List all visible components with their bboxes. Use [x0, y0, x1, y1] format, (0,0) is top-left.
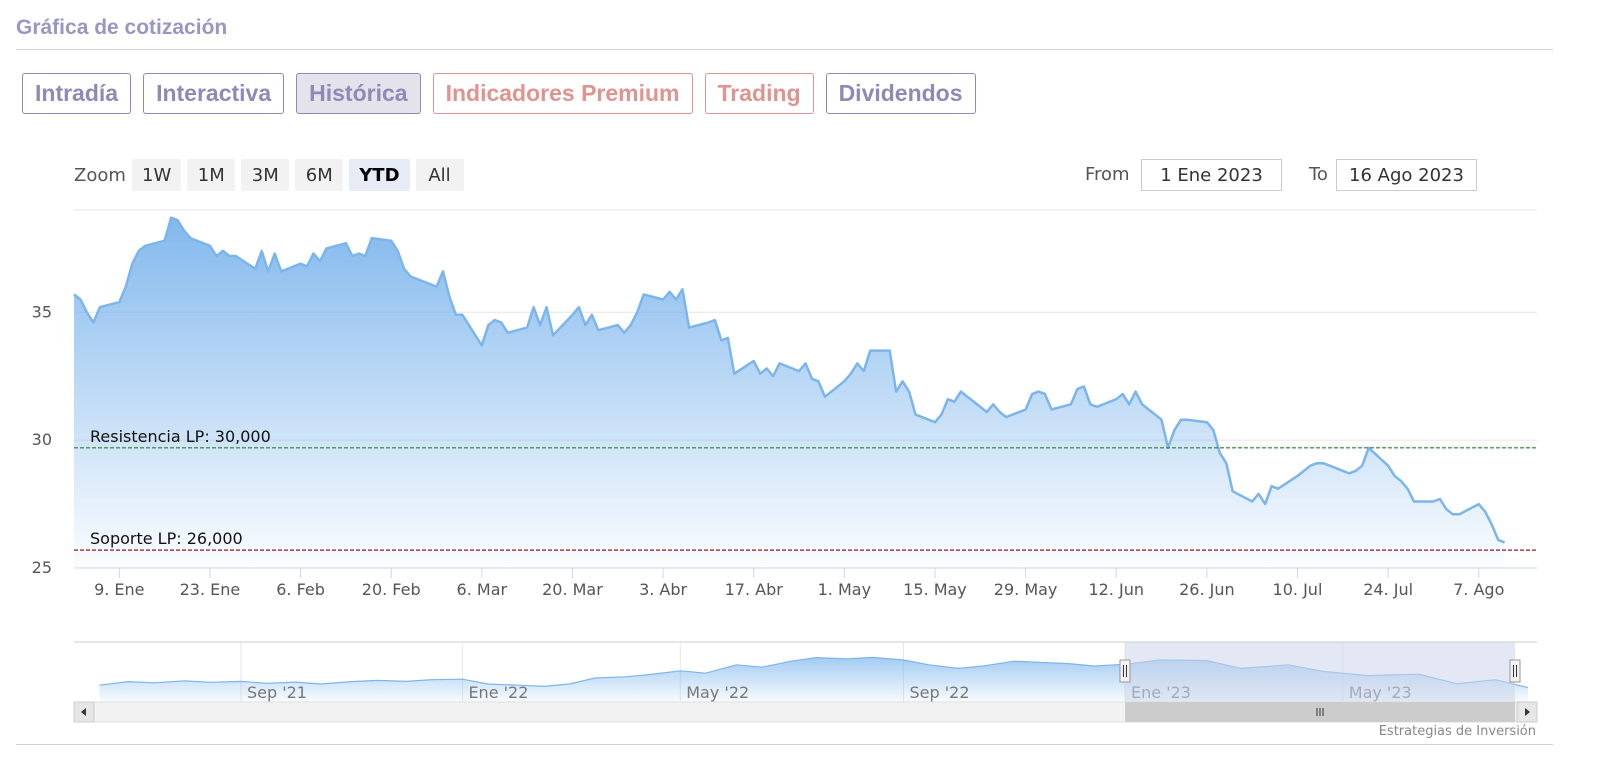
zoom-all-button[interactable]: All: [415, 159, 464, 191]
section-title: Gráfica de cotización: [16, 16, 228, 39]
price-area: [74, 217, 1505, 568]
tab-intradia[interactable]: Intradía: [22, 73, 132, 114]
support-label: Soporte LP: 26,000: [90, 529, 243, 548]
tab-historica[interactable]: Histórica: [296, 73, 421, 114]
range-from-label: From: [1085, 164, 1130, 185]
x-tick-label: 17. Abr: [725, 580, 784, 599]
navigator-right-handle[interactable]: [1509, 659, 1521, 683]
y-tick-label: 30: [32, 430, 52, 449]
x-tick-label: 1. May: [818, 580, 871, 599]
x-tick-label: 6. Mar: [457, 580, 508, 599]
zoom-label: Zoom: [74, 165, 126, 186]
scrollbar-thumb[interactable]: [1124, 702, 1515, 722]
scrollbar-left-button[interactable]: [73, 701, 95, 723]
range-from-input[interactable]: 1 Ene 2023: [1141, 159, 1282, 191]
x-tick-label: 15. May: [903, 580, 967, 599]
range-to-label: To: [1309, 164, 1328, 185]
x-tick-label: 20. Mar: [542, 580, 603, 599]
resistance-label: Resistencia LP: 30,000: [90, 427, 271, 446]
zoom-1w-button[interactable]: 1W: [132, 159, 182, 191]
zoom-1m-button[interactable]: 1M: [187, 159, 236, 191]
y-tick-label: 25: [32, 558, 52, 577]
x-tick-label: 3. Abr: [639, 580, 687, 599]
y-tick-label: 35: [32, 302, 52, 321]
x-tick-label: 29. May: [994, 580, 1058, 599]
tab-indicadores-premium[interactable]: Indicadores Premium: [432, 73, 693, 114]
x-tick-label: 10. Jul: [1273, 580, 1323, 599]
zoom-ytd-button[interactable]: YTD: [349, 159, 410, 191]
navigator-left-handle[interactable]: [1119, 659, 1131, 683]
navigator-tick-label: Ene '22: [468, 683, 528, 702]
zoom-buttons: 1W 1M 3M 6M YTD All: [132, 159, 464, 191]
x-tick-label: 20. Feb: [362, 580, 421, 599]
zoom-6m-button[interactable]: 6M: [295, 159, 344, 191]
x-tick-label: 6. Feb: [276, 580, 325, 599]
handle-body: [1119, 659, 1131, 683]
x-tick-label: 26. Jun: [1179, 580, 1235, 599]
x-tick-label: 9. Ene: [94, 580, 144, 599]
x-tick-label: 24. Jul: [1363, 580, 1413, 599]
navigator-tick-label: Sep '21: [247, 683, 307, 702]
x-tick-label: 23. Ene: [180, 580, 241, 599]
range-to-input[interactable]: 16 Ago 2023: [1336, 159, 1477, 191]
zoom-3m-button[interactable]: 3M: [241, 159, 290, 191]
bottom-divider: [16, 744, 1553, 745]
chevron-right-icon: [1525, 708, 1530, 716]
x-tick-label: 7. Ago: [1453, 580, 1504, 599]
handle-body: [1509, 659, 1521, 683]
navigator-selection[interactable]: [1124, 642, 1515, 702]
price-line: [73, 216, 1506, 544]
tab-dividendos[interactable]: Dividendos: [825, 73, 976, 114]
chart-credits[interactable]: Estrategias de Inversión: [1378, 724, 1536, 739]
scrollbar-right-button[interactable]: [1516, 701, 1538, 723]
chevron-left-icon: [81, 708, 86, 716]
tab-trading[interactable]: Trading: [704, 73, 814, 114]
tab-interactiva[interactable]: Interactiva: [143, 73, 285, 114]
title-divider: [16, 49, 1553, 50]
x-tick-label: 12. Jun: [1088, 580, 1144, 599]
navigator-tick-label: Sep '22: [910, 683, 970, 702]
chart-tabs: Intradía Interactiva Histórica Indicador…: [22, 73, 976, 114]
navigator-tick-label: May '22: [686, 683, 749, 702]
